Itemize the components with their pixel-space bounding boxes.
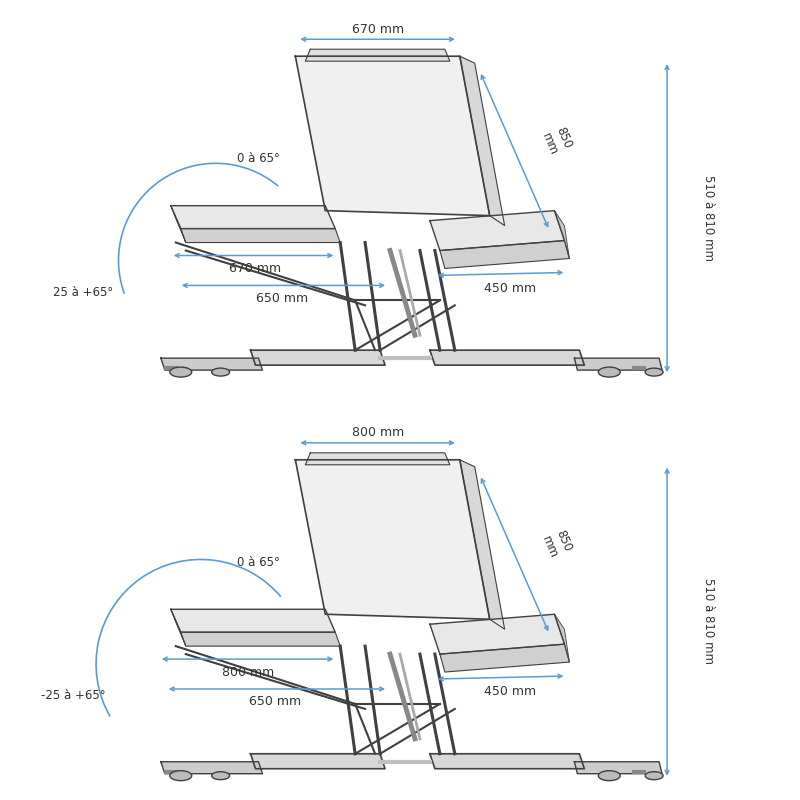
Polygon shape — [430, 210, 565, 250]
Text: 510 à 810 mm: 510 à 810 mm — [702, 578, 715, 664]
Polygon shape — [554, 614, 570, 662]
Polygon shape — [306, 453, 450, 465]
Polygon shape — [574, 358, 662, 370]
Polygon shape — [170, 610, 186, 646]
Polygon shape — [170, 206, 335, 229]
Ellipse shape — [645, 772, 663, 780]
Ellipse shape — [170, 770, 192, 781]
Polygon shape — [250, 754, 385, 769]
Polygon shape — [161, 762, 262, 774]
Ellipse shape — [598, 770, 620, 781]
Polygon shape — [170, 610, 335, 632]
Polygon shape — [554, 210, 570, 258]
Ellipse shape — [212, 772, 230, 780]
Text: 670 mm: 670 mm — [230, 262, 282, 275]
Text: -25 à +65°: -25 à +65° — [41, 690, 106, 702]
Polygon shape — [460, 56, 505, 226]
Text: 0 à 65°: 0 à 65° — [237, 556, 280, 569]
Text: 850
mm: 850 mm — [539, 125, 574, 157]
Ellipse shape — [598, 367, 620, 377]
Text: 450 mm: 450 mm — [483, 282, 536, 295]
Polygon shape — [306, 50, 450, 61]
Text: 800 mm: 800 mm — [222, 666, 274, 678]
Polygon shape — [460, 460, 505, 630]
Text: 800 mm: 800 mm — [352, 426, 404, 439]
Polygon shape — [440, 241, 570, 269]
Polygon shape — [250, 350, 385, 365]
Text: 650 mm: 650 mm — [256, 292, 309, 305]
Text: 25 à +65°: 25 à +65° — [53, 286, 114, 299]
Ellipse shape — [212, 368, 230, 376]
Polygon shape — [181, 632, 340, 646]
Polygon shape — [430, 754, 584, 769]
Text: 0 à 65°: 0 à 65° — [237, 152, 280, 166]
Polygon shape — [170, 206, 186, 242]
Polygon shape — [295, 56, 490, 216]
Polygon shape — [161, 358, 262, 370]
Polygon shape — [574, 762, 662, 774]
Text: 650 mm: 650 mm — [250, 695, 302, 709]
Polygon shape — [440, 644, 570, 672]
Text: 850
mm: 850 mm — [539, 529, 574, 561]
Ellipse shape — [645, 368, 663, 376]
Polygon shape — [430, 350, 584, 365]
Polygon shape — [181, 229, 340, 242]
Ellipse shape — [170, 367, 192, 377]
Text: 450 mm: 450 mm — [483, 686, 536, 698]
Text: 510 à 810 mm: 510 à 810 mm — [702, 174, 715, 261]
Polygon shape — [430, 614, 565, 654]
Polygon shape — [295, 460, 490, 619]
Text: 670 mm: 670 mm — [352, 22, 404, 36]
